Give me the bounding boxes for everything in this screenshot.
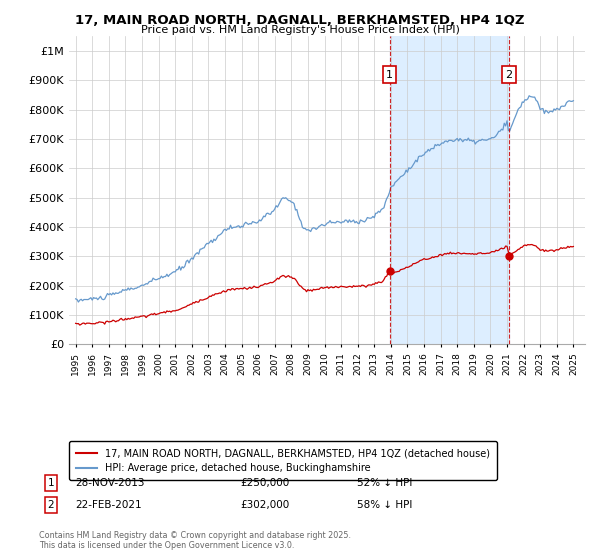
Legend: 17, MAIN ROAD NORTH, DAGNALL, BERKHAMSTED, HP4 1QZ (detached house), HPI: Averag: 17, MAIN ROAD NORTH, DAGNALL, BERKHAMSTE… xyxy=(69,441,497,480)
Text: 17, MAIN ROAD NORTH, DAGNALL, BERKHAMSTED, HP4 1QZ: 17, MAIN ROAD NORTH, DAGNALL, BERKHAMSTE… xyxy=(75,14,525,27)
Text: Price paid vs. HM Land Registry's House Price Index (HPI): Price paid vs. HM Land Registry's House … xyxy=(140,25,460,35)
Text: 52% ↓ HPI: 52% ↓ HPI xyxy=(357,478,412,488)
Text: 1: 1 xyxy=(47,478,55,488)
Text: 2: 2 xyxy=(47,500,55,510)
Text: 58% ↓ HPI: 58% ↓ HPI xyxy=(357,500,412,510)
Bar xyxy=(389,36,509,344)
Text: 22-FEB-2021: 22-FEB-2021 xyxy=(75,500,142,510)
Text: 1: 1 xyxy=(386,69,393,80)
Text: 2: 2 xyxy=(506,69,513,80)
Text: £250,000: £250,000 xyxy=(240,478,289,488)
Text: 28-NOV-2013: 28-NOV-2013 xyxy=(75,478,145,488)
Text: £302,000: £302,000 xyxy=(240,500,289,510)
Text: Contains HM Land Registry data © Crown copyright and database right 2025.
This d: Contains HM Land Registry data © Crown c… xyxy=(39,530,351,550)
